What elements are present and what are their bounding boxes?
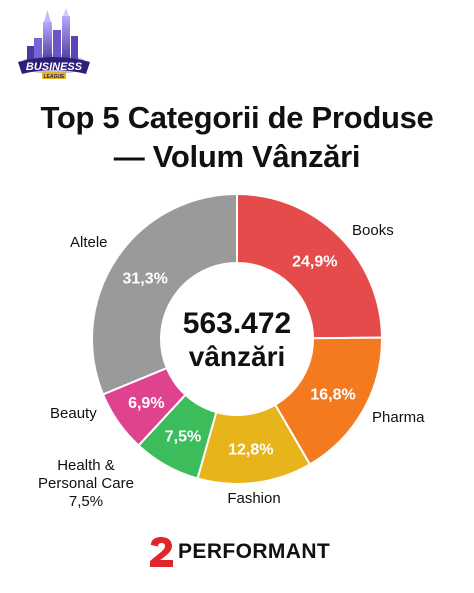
category-label-pharma: Pharma: [372, 409, 425, 426]
city-skyline-icon: BUSINESS LEAGUE: [18, 8, 90, 80]
percent-label-books: 24,9%: [292, 253, 337, 270]
percent-label-beauty: 6,9%: [128, 395, 164, 412]
category-label-health-and-personal-care: Health & Personal Care 7,5%: [38, 457, 134, 510]
percent-label-health-and-personal-care: 7,5%: [165, 428, 201, 445]
chart-title: Top 5 Categorii de Produse — Volum Vânză…: [0, 98, 474, 176]
slice-altele: [91, 192, 238, 396]
donut-chart: 24,9% 16,8% 12,8% 7,5%6,9% 31,3% Books Pharma…: [38, 192, 425, 510]
business-league-logo: BUSINESS LEAGUE: [14, 8, 94, 89]
category-label-altele: Altele: [70, 234, 108, 251]
brand-name: PERFORMANT: [178, 540, 331, 563]
chart-title-line-1: Top 5 Categorii de Produse: [40, 100, 434, 135]
badge-text: BUSINESS: [26, 61, 83, 73]
category-labels: Books Pharma Fashion Health & Personal Care 7…: [38, 222, 425, 510]
percent-label-pharma: 16,8%: [310, 387, 355, 404]
badge-subtext: LEAGUE: [44, 74, 66, 80]
category-label-beauty: Beauty: [50, 405, 97, 422]
slice-percent-labels: 24,9% 16,8% 12,8% 7,5%6,9% 31,3%: [122, 253, 355, 458]
donut-slices: [91, 192, 384, 485]
center-total-value: 563.472: [183, 307, 291, 340]
performant-logo-icon: [150, 537, 173, 567]
category-label-books: Books: [352, 222, 394, 239]
chart-title-line-2: — Volum Vânzări: [113, 139, 361, 174]
slice-books: [236, 192, 384, 340]
center-total-unit: vânzări: [189, 341, 286, 372]
percent-label-fashion: 12,8%: [228, 442, 273, 459]
percent-label-altele: 31,3%: [122, 271, 167, 288]
category-label-fashion: Fashion: [227, 490, 280, 507]
performant-brand: PERFORMANT: [148, 536, 331, 570]
